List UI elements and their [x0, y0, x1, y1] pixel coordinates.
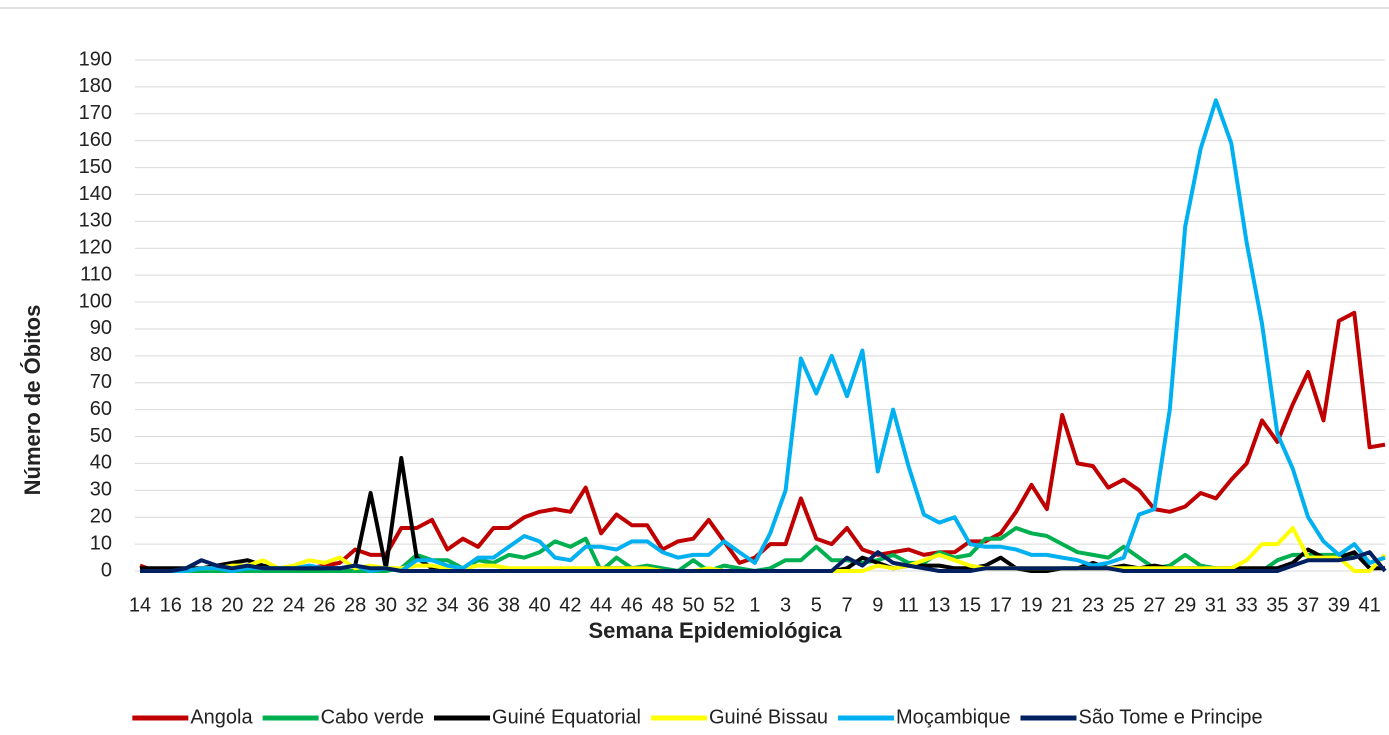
x-axis-title: Semana Epidemiológica: [588, 618, 842, 643]
x-tick-label: 38: [498, 594, 520, 616]
y-tick-label: 60: [90, 398, 112, 420]
y-tick-label: 80: [90, 344, 112, 366]
y-tick-label: 90: [90, 317, 112, 339]
x-tick-label: 30: [375, 594, 397, 616]
x-tick-label: 17: [990, 594, 1012, 616]
legend-label: São Tome e Principe: [1078, 706, 1262, 728]
x-tick-label: 46: [621, 594, 643, 616]
y-tick-label: 20: [90, 505, 112, 527]
x-tick-label: 5: [811, 594, 822, 616]
y-tick-label: 120: [79, 237, 112, 259]
x-tick-label: 41: [1359, 594, 1381, 616]
x-tick-label: 42: [559, 594, 581, 616]
legend-label: Angola: [190, 706, 253, 728]
y-tick-label: 40: [90, 452, 112, 474]
y-tick-label: 130: [79, 210, 112, 232]
legend-label: Cabo verde: [321, 706, 424, 728]
x-tick-label: 52: [713, 594, 735, 616]
y-tick-label: 10: [90, 532, 112, 554]
x-tick-label: 14: [129, 594, 151, 616]
x-tick-label: 34: [436, 594, 458, 616]
x-tick-label: 35: [1266, 594, 1288, 616]
x-tick-label: 23: [1082, 594, 1104, 616]
y-tick-label: 140: [79, 183, 112, 205]
x-tick-label: 33: [1236, 594, 1258, 616]
x-tick-label: 32: [406, 594, 428, 616]
y-tick-label: 30: [90, 479, 112, 501]
x-tick-label: 27: [1143, 594, 1165, 616]
x-tick-label: 21: [1051, 594, 1073, 616]
y-axis-title: Número de Óbitos: [20, 305, 45, 496]
y-tick-label: 180: [79, 75, 112, 97]
x-tick-label: 39: [1328, 594, 1350, 616]
x-tick-label: 40: [529, 594, 551, 616]
x-tick-label: 25: [1113, 594, 1135, 616]
x-tick-label: 50: [682, 594, 704, 616]
series-line: [139, 310, 1386, 573]
x-tick-label: 31: [1205, 594, 1227, 616]
x-tick-label: 28: [344, 594, 366, 616]
y-tick-label: 70: [90, 371, 112, 393]
y-tick-label: 100: [79, 290, 112, 312]
x-tick-label: 22: [252, 594, 274, 616]
legend-label: Moçambique: [896, 706, 1011, 728]
x-tick-label: 7: [841, 594, 852, 616]
x-tick-label: 11: [898, 594, 919, 616]
series-line: [140, 456, 1385, 573]
x-tick-label: 13: [928, 594, 950, 616]
y-tick-label: 190: [79, 48, 112, 70]
x-tick-label: 19: [1020, 594, 1042, 616]
y-tick-label: 150: [79, 156, 112, 178]
x-tick-label: 3: [780, 594, 791, 616]
x-tick-label: 15: [959, 594, 981, 616]
x-tick-label: 44: [590, 594, 612, 616]
x-tick-label: 36: [467, 594, 489, 616]
x-tick-label: 18: [190, 594, 212, 616]
x-tick-label: 26: [313, 594, 335, 616]
series-line: [140, 550, 1387, 573]
series-line: [140, 98, 1386, 573]
x-tick-label: 37: [1297, 594, 1319, 616]
y-tick-label: 50: [90, 425, 112, 447]
x-tick-label: 24: [283, 594, 305, 616]
y-tick-label: 170: [79, 102, 112, 124]
x-tick-label: 20: [221, 594, 243, 616]
x-tick-label: 29: [1174, 594, 1196, 616]
x-tick-label: 16: [160, 594, 182, 616]
x-tick-label: 1: [749, 594, 760, 616]
x-tick-label: 9: [872, 594, 883, 616]
y-tick-label: 110: [80, 263, 112, 285]
legend-label: Guiné Bissau: [709, 706, 828, 728]
x-tick-label: 48: [651, 594, 673, 616]
legend-label: Guiné Equatorial: [492, 706, 641, 728]
y-tick-label: 160: [79, 129, 112, 151]
y-tick-label: 0: [101, 559, 112, 581]
